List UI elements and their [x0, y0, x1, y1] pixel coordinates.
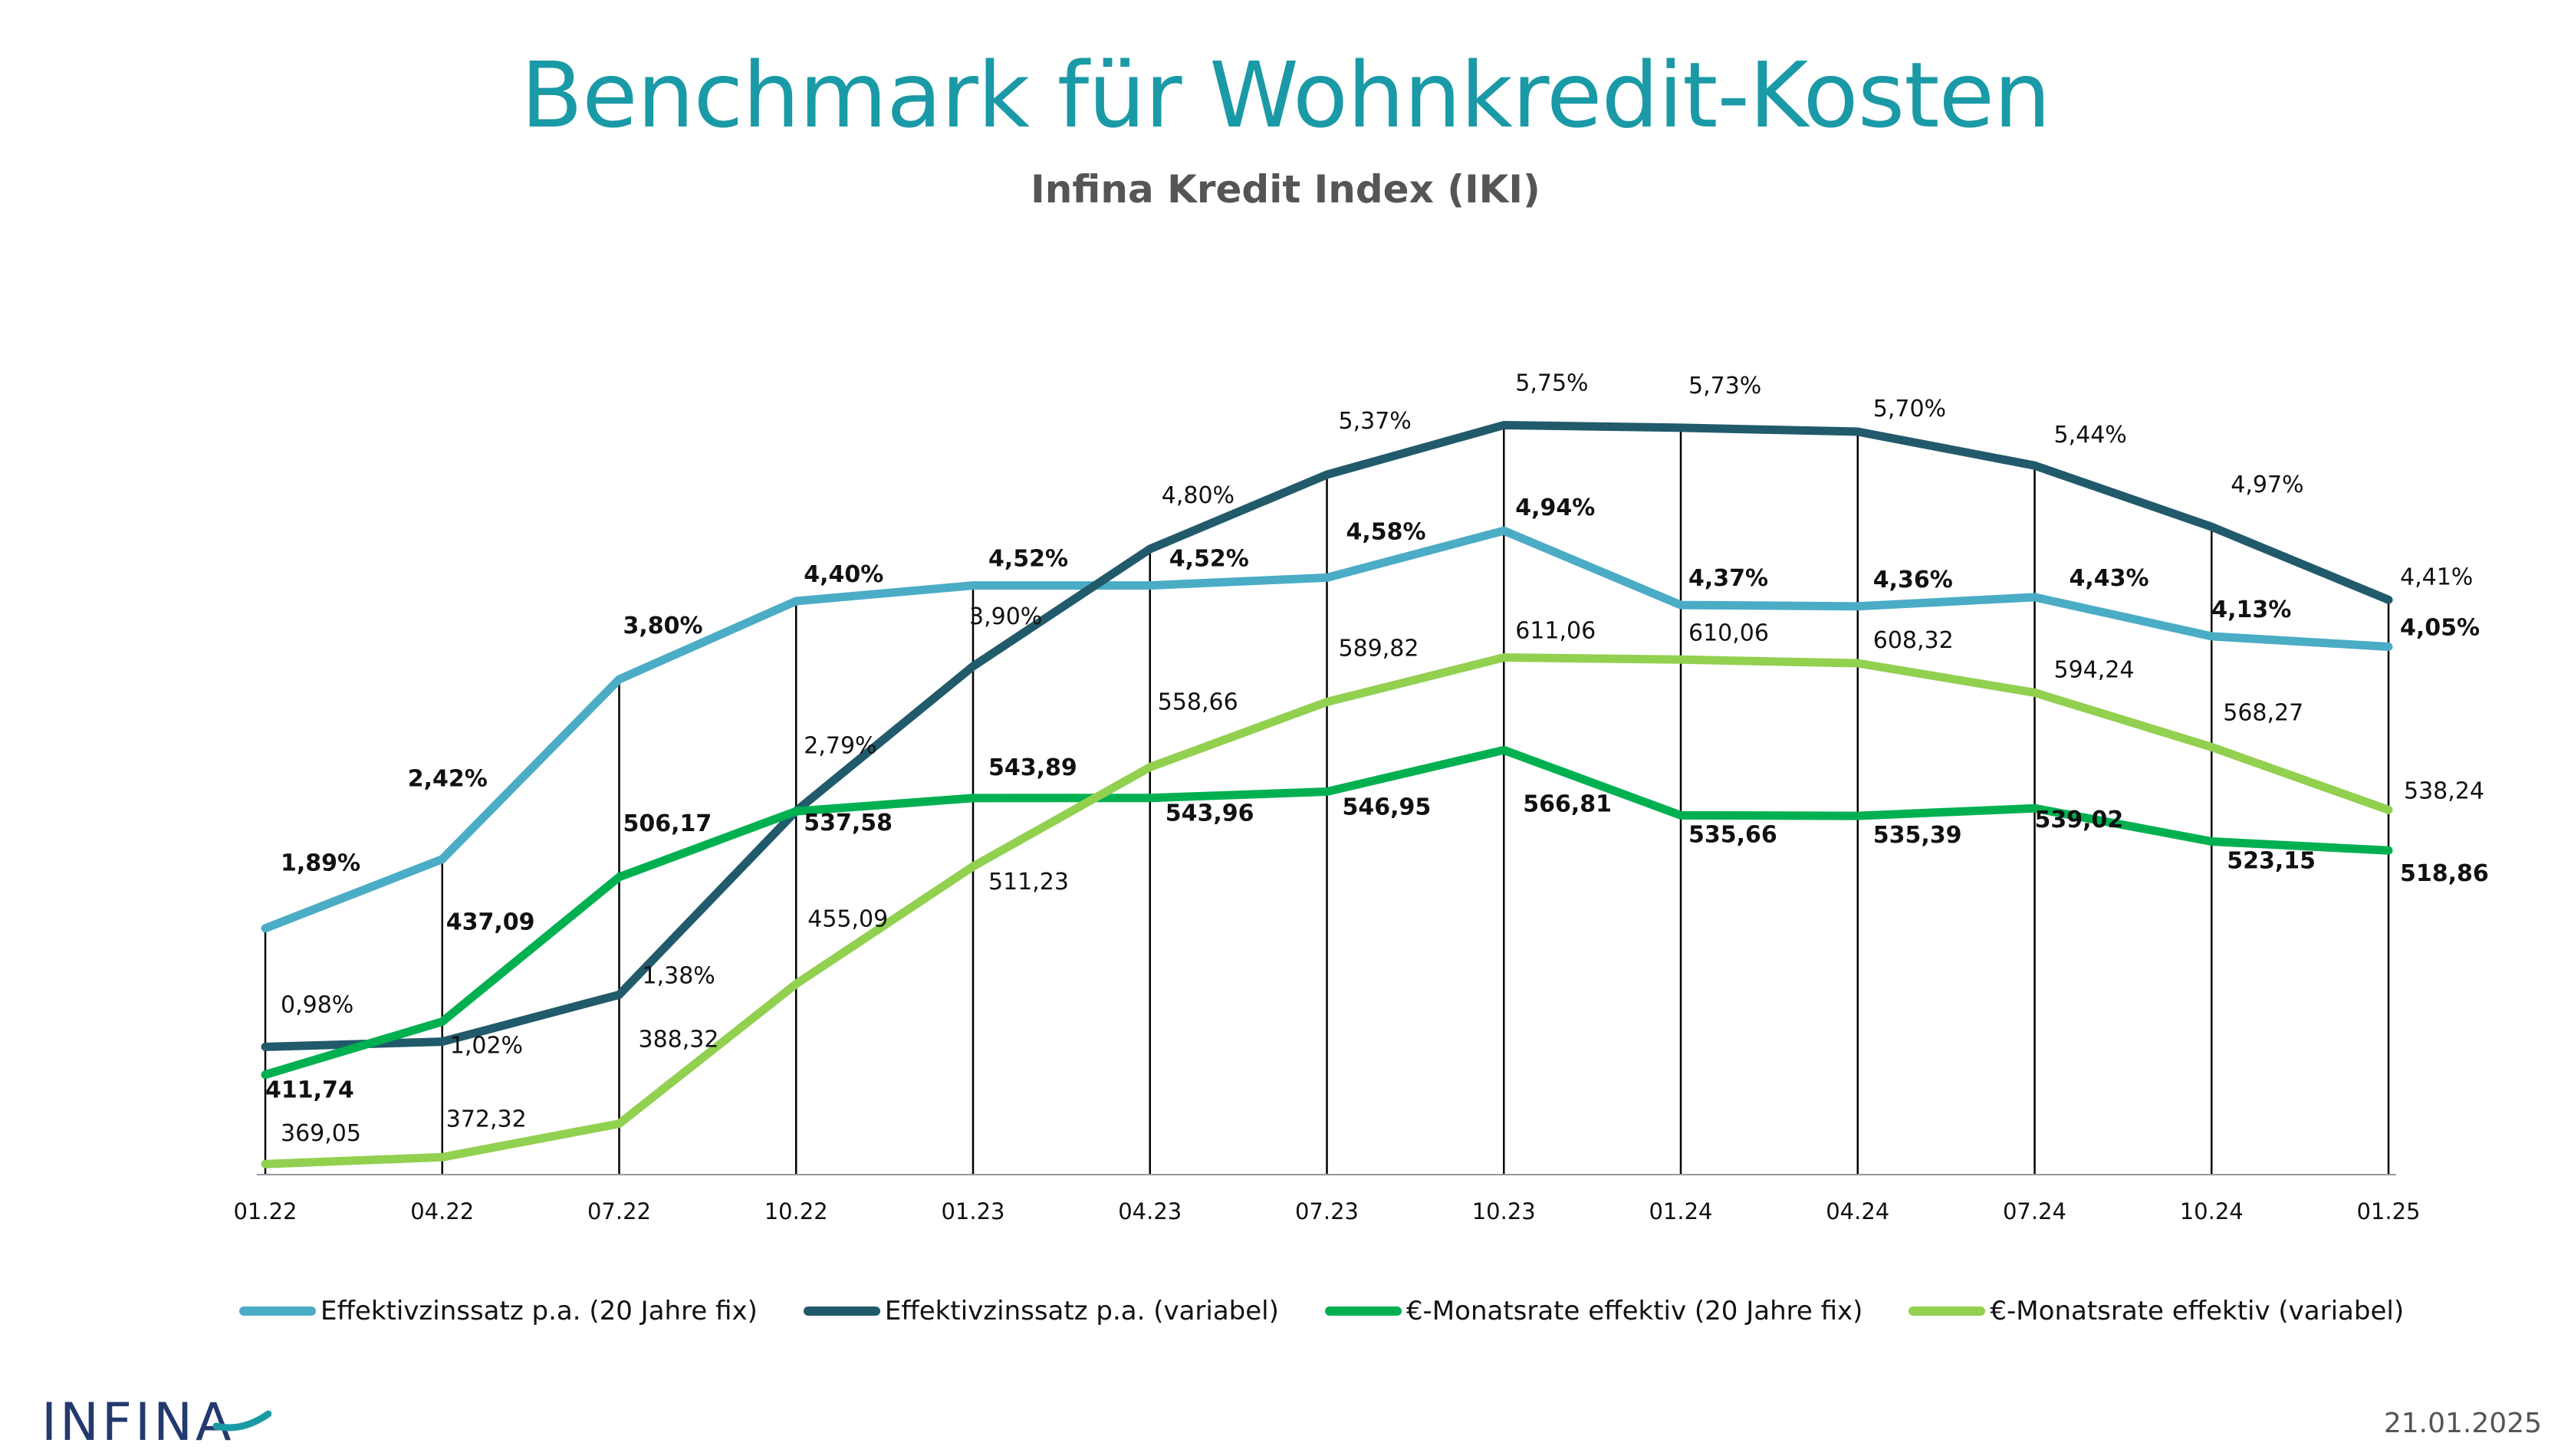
data-labels: 1,89% 2,42% 3,80% 4,40% 4,52% 4,52% 4,58% 4,94%… [265, 370, 2489, 1148]
data-label-variable-monthly: 594,24 [2054, 656, 2135, 683]
data-label-variable-monthly: 610,06 [1688, 620, 1769, 646]
data-label-fix-rate: 2,42% [408, 766, 488, 793]
data-label-fix-rate: 4,36% [1873, 567, 1953, 593]
data-label-fix-rate: 4,58% [1346, 518, 1426, 545]
publication-date: 21.01.2025 [2383, 1408, 2542, 1439]
data-label-fix-monthly: 543,96 [1165, 800, 1254, 827]
data-label-variable-monthly: 608,32 [1873, 627, 1954, 654]
data-label-variable-rate: 4,80% [1162, 482, 1235, 509]
data-label-fix-rate: 3,80% [623, 613, 703, 639]
legend-label-fix-monthly: €-Monatsrate effektiv (20 Jahre fix) [1406, 1296, 1863, 1326]
x-tick-label: 04.23 [1118, 1198, 1182, 1224]
x-tick-label: 01.22 [233, 1198, 297, 1224]
data-label-fix-monthly: 535,66 [1688, 821, 1777, 848]
data-label-variable-monthly: 369,05 [281, 1120, 361, 1147]
data-label-variable-monthly: 589,82 [1339, 636, 1419, 662]
data-label-variable-monthly: 568,27 [2223, 699, 2303, 726]
data-label-variable-rate: 5,44% [2054, 422, 2127, 449]
data-label-fix-monthly: 566,81 [1523, 790, 1612, 817]
legend-swatch-variable-monthly [1909, 1306, 1986, 1316]
legend-swatch-fix-rate [239, 1306, 316, 1316]
series-line-variable-monthly [261, 653, 2393, 1168]
gridlines [264, 425, 2390, 1175]
legend-item-variable-rate: Effektivzinssatz p.a. (variabel) [803, 1296, 1279, 1326]
legend-item-variable-monthly: €-Monatsrate effektiv (variabel) [1909, 1296, 2404, 1326]
data-label-variable-rate: 5,73% [1688, 373, 1761, 399]
x-tick-label: 10.23 [1472, 1198, 1536, 1224]
data-label-fix-monthly: 539,02 [2035, 807, 2124, 833]
data-label-variable-monthly: 372,32 [446, 1106, 527, 1132]
data-label-variable-monthly: 511,23 [988, 869, 1069, 896]
logo-swoosh-icon [212, 1410, 271, 1431]
data-label-fix-rate: 4,05% [2400, 615, 2480, 642]
legend-item-fix-rate: Effektivzinssatz p.a. (20 Jahre fix) [239, 1296, 758, 1326]
data-label-variable-monthly: 388,32 [639, 1027, 719, 1053]
series-line-variable-rate [261, 421, 2393, 1051]
data-label-fix-rate: 4,43% [2070, 565, 2149, 592]
legend-swatch-fix-monthly [1324, 1306, 1402, 1316]
x-tick-label: 07.23 [1295, 1198, 1359, 1224]
data-label-variable-rate: 5,37% [1339, 408, 1412, 435]
series-line-fix-rate [261, 526, 2393, 933]
data-label-variable-rate: 0,98% [281, 991, 353, 1018]
logo-text: INFINA [41, 1397, 234, 1444]
data-label-fix-monthly: 537,58 [804, 810, 893, 836]
x-tick-label: 07.22 [587, 1198, 651, 1224]
data-label-variable-rate: 4,41% [2400, 564, 2473, 590]
x-tick-label: 01.25 [2356, 1198, 2420, 1224]
data-label-variable-monthly: 455,09 [807, 905, 888, 932]
data-label-variable-rate: 5,75% [1515, 370, 1588, 397]
data-label-fix-monthly: 543,89 [988, 754, 1077, 781]
data-label-variable-monthly: 611,06 [1515, 618, 1596, 645]
data-label-fix-rate: 4,37% [1688, 565, 1768, 592]
data-label-fix-rate: 1,89% [281, 850, 360, 877]
data-label-variable-monthly: 538,24 [2404, 777, 2484, 804]
data-label-fix-monthly: 437,09 [446, 909, 535, 935]
data-label-variable-rate: 3,90% [969, 603, 1042, 630]
data-label-fix-monthly: 411,74 [265, 1077, 354, 1104]
data-label-fix-monthly: 523,15 [2227, 848, 2316, 875]
data-label-fix-rate: 4,13% [2211, 597, 2291, 623]
data-label-fix-monthly: 518,86 [2400, 860, 2489, 887]
x-tick-label: 04.24 [1826, 1198, 1889, 1224]
x-tick-label: 01.24 [1649, 1198, 1712, 1224]
legend-label-fix-rate: Effektivzinssatz p.a. (20 Jahre fix) [321, 1296, 758, 1326]
legend-item-fix-monthly: €-Monatsrate effektiv (20 Jahre fix) [1324, 1296, 1863, 1326]
infina-logo: INFINA [41, 1397, 271, 1444]
data-label-variable-rate: 2,79% [804, 733, 876, 760]
data-label-variable-rate: 1,38% [643, 962, 715, 989]
x-tick-labels: 01.22 04.22 07.22 10.22 01.23 04.23 07.23 10.23… [233, 1198, 2420, 1224]
legend: Effektivzinssatz p.a. (20 Jahre fix) Eff… [239, 1296, 2450, 1326]
data-label-variable-monthly: 558,66 [1158, 689, 1238, 716]
data-label-fix-monthly: 506,17 [623, 810, 712, 837]
x-tick-label: 07.24 [2003, 1198, 2066, 1224]
data-label-variable-rate: 4,97% [2231, 472, 2303, 498]
legend-swatch-variable-rate [803, 1306, 880, 1316]
x-tick-label: 01.23 [941, 1198, 1004, 1224]
data-label-fix-rate: 4,40% [804, 561, 883, 588]
data-label-fix-rate: 4,52% [1169, 546, 1249, 573]
data-label-fix-monthly: 535,39 [1873, 822, 1962, 849]
chart-title: Benchmark für Wohnkredit-Kosten [521, 42, 2051, 148]
data-label-fix-rate: 4,94% [1515, 495, 1595, 521]
legend-label-variable-monthly: €-Monatsrate effektiv (variabel) [1990, 1296, 2405, 1326]
data-label-variable-rate: 5,70% [1873, 396, 1946, 422]
x-tick-label: 04.22 [410, 1198, 474, 1224]
chart-subtitle: Infina Kredit Index (IKI) [1031, 167, 1540, 212]
series-lines [261, 421, 2393, 1168]
x-tick-label: 10.22 [764, 1198, 828, 1224]
data-label-variable-rate: 1,02% [450, 1033, 523, 1060]
legend-label-variable-rate: Effektivzinssatz p.a. (variabel) [884, 1296, 1279, 1326]
series-line-fix-monthly [261, 745, 2393, 1080]
data-label-fix-monthly: 546,95 [1343, 794, 1432, 821]
x-tick-label: 10.24 [2180, 1198, 2244, 1224]
data-label-fix-rate: 4,52% [988, 546, 1068, 573]
